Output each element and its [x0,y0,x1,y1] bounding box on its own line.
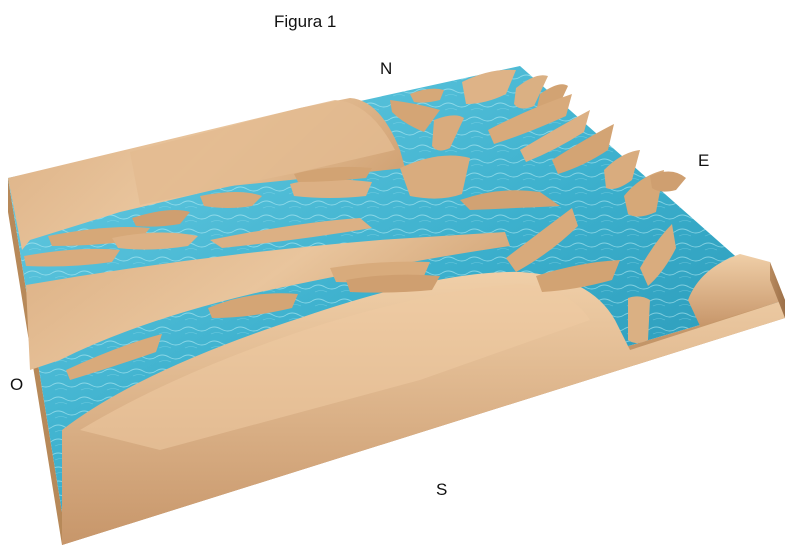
sand-bar-west-6 [208,293,298,318]
sand-bar-east-1 [506,208,578,272]
compass-west-label: O [10,375,24,394]
compass-south-label: S [436,480,448,499]
sand-bar-ne-1 [410,88,444,103]
sand-bar-ne-2 [462,69,516,104]
sand-bar-east-4 [628,296,650,343]
sand-bar-ne-7 [488,94,572,144]
sand-bank-south-highlight [80,284,590,450]
sand-bar-ne-9 [552,124,614,174]
sand-bar-west-3 [112,232,198,250]
figure-title: Figura 1 [274,12,337,31]
slab-right-face [770,262,785,318]
sand-bar-ne-4 [432,115,464,151]
sand-bank-south [62,271,785,545]
sand-bar-ne-10 [604,150,640,189]
sand-bar-middle-4 [460,190,560,210]
sand-bar-east-2 [536,260,620,292]
sand-bar-ne-5 [514,75,548,109]
sand-bar-west-7 [200,192,262,208]
sand-bar-ne-8 [520,110,590,162]
sand-bar-central-long [26,232,510,370]
compass-north-label: N [380,59,393,78]
sand-bar-middle-2 [294,166,372,182]
sand-bar-central-mid [210,218,372,248]
sand-bar-east-3 [640,224,676,286]
sand-bar-west-4 [132,210,190,227]
sand-bar-east-5 [688,254,785,326]
sand-bar-middle-6 [346,274,440,293]
sand-bar-ne-3 [390,100,440,132]
sand-bar-west-5 [66,334,162,380]
sand-bar-middle-3 [400,155,470,199]
sand-bar-west-1 [24,248,120,267]
sand-bar-ne-12 [650,171,686,192]
sand-bank-northwest-slope [130,100,395,205]
sand-bar-middle-1 [290,179,372,198]
compass-east-label: E [698,151,710,170]
